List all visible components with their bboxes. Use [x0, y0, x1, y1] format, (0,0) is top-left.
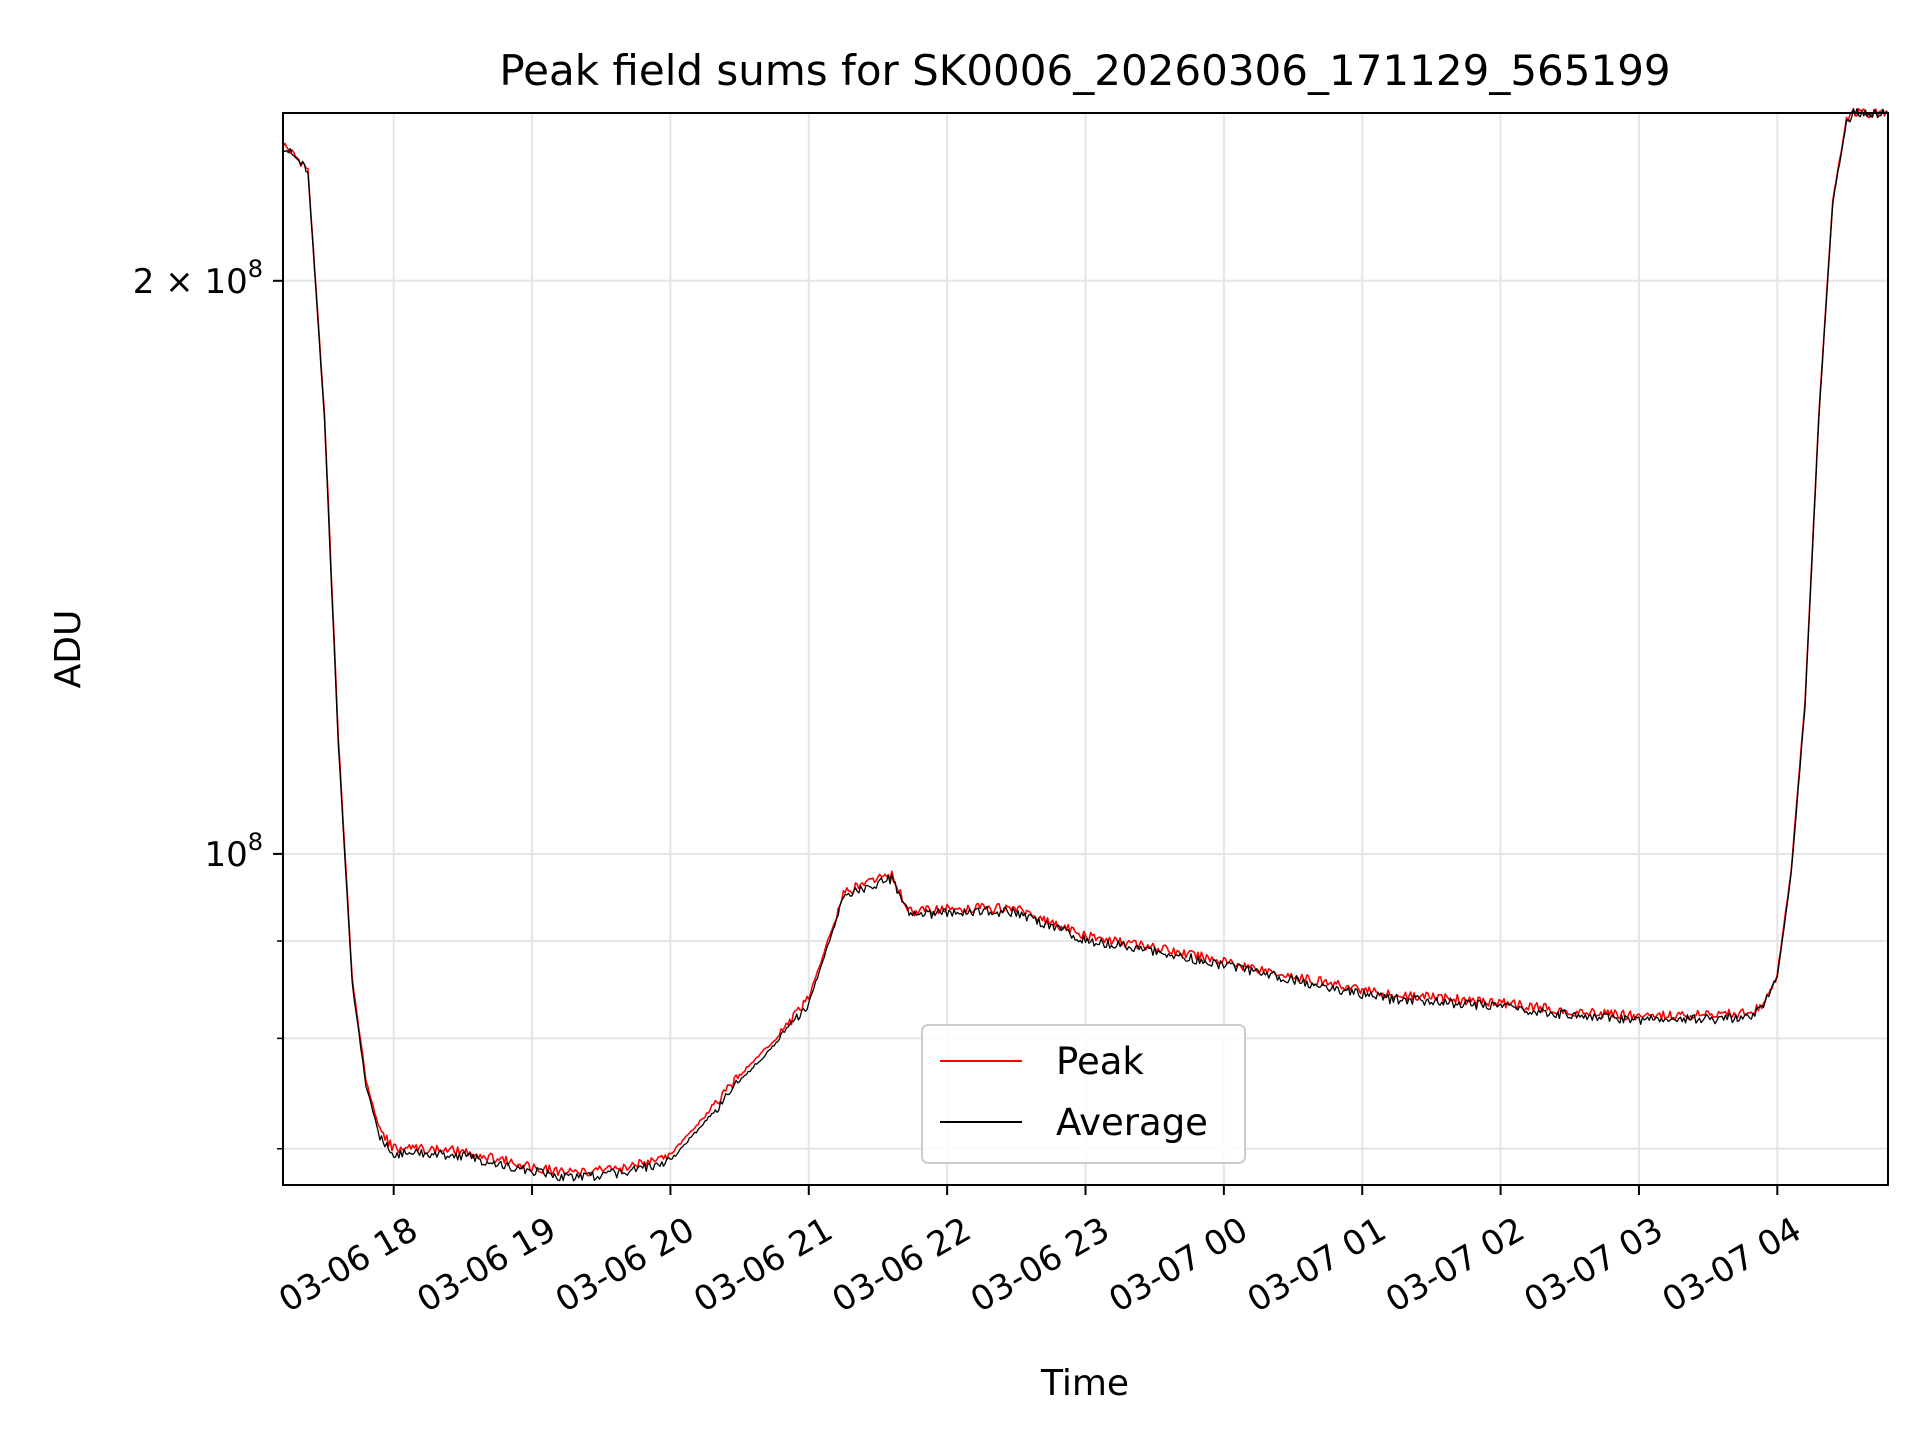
- y-axis-title: ADU: [48, 610, 89, 689]
- y-tick-label-base: 10: [204, 835, 247, 875]
- legend: Peak Average: [921, 1024, 1246, 1164]
- series-layer: [282, 107, 1889, 1182]
- y-tick-label: 2 × 108: [133, 255, 263, 302]
- y-tick-label-exponent: 8: [248, 828, 263, 856]
- chart-title: Peak field sums for SK0006_20260306_1711…: [499, 46, 1670, 95]
- y-tick-label-base: 2 × 10: [133, 262, 248, 302]
- y-tick-label-exponent: 8: [248, 255, 263, 283]
- y-tick-label: 108: [204, 828, 263, 875]
- series-line-peak: [282, 108, 1889, 1177]
- legend-box: [921, 1024, 1246, 1164]
- legend-label-average: Average: [1056, 1101, 1208, 1144]
- x-axis-title: Time: [1040, 1363, 1129, 1404]
- legend-label-peak: Peak: [1056, 1040, 1144, 1083]
- series-line-average: [282, 107, 1889, 1182]
